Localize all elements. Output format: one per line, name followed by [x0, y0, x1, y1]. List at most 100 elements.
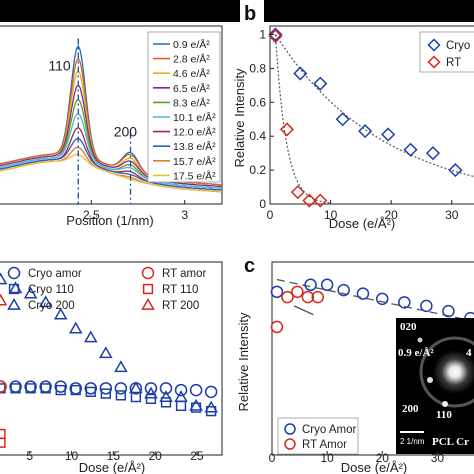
data-point-rt-amor [311, 290, 325, 304]
data-point-cryo [313, 76, 328, 91]
data-point-cryo-110 [115, 390, 127, 401]
xtick-label: 10 [320, 451, 334, 465]
legend-label-4: 6.5 e/Å² [173, 82, 210, 95]
data-point-cryo-amor [376, 292, 389, 306]
data-point-cryo [403, 142, 418, 157]
data-point-cryo-amor [337, 283, 350, 297]
panel-b-legend-box [419, 31, 474, 73]
legend-label-cryo-amor: Cryo amor [28, 268, 82, 280]
legend-label-6: 10.1 e/Å² [173, 111, 216, 124]
panel-b-xlabel: Dose (e/Å²) [329, 216, 395, 231]
data-point-cryo-110 [145, 393, 157, 405]
xtick-label: 25 [190, 449, 204, 463]
panel-c-fit-line [276, 278, 474, 322]
xtick-label: 30 [431, 451, 445, 465]
data-point-cryo [268, 27, 283, 42]
panel-b: b Cryo RT 0 10 20 30 0 0.2 0.4 0.6 0.8 1 Dose (e/Å… [232, 0, 474, 231]
panel-c-label: c [244, 255, 255, 277]
data-point-cryo-110 [10, 383, 21, 394]
xtick-label: 15 [107, 449, 121, 463]
xtick-label: 10 [324, 208, 338, 222]
ytick-label: 0.4 [249, 129, 266, 143]
legend-label-8: 13.8 e/Å² [173, 140, 216, 153]
data-point-cryo-200 [0, 272, 8, 285]
data-point-cryo [293, 66, 308, 81]
panel-c-xlabel: Dose (e/Å²) [341, 460, 407, 474]
data-point-cryo-amor [320, 278, 334, 292]
xtick-label: 5 [26, 449, 33, 463]
data-point-cryo-200 [204, 400, 218, 413]
legend-marker-cryo-200 [7, 297, 21, 310]
data-point-cryo-amor [54, 380, 67, 393]
data-point-rt-amor [291, 285, 304, 299]
xtick-label: 3 [181, 208, 188, 222]
panel-a: 110 200 0.9 e/Å² 2.8 e/Å²4.6 e/Å² 6.5 e/Å²… [0, 25, 223, 228]
spectrum-line-8 [0, 137, 223, 191]
legend-marker-cryo [427, 38, 441, 52]
panel-d: Cryo amor Cryo 110 Cryo 200 RT amor RT 110 RT… [0, 261, 223, 474]
legend-label-rt-amor: RT amor [162, 268, 206, 280]
inset-spot-200 [427, 377, 433, 383]
data-point-cryo-amor [270, 285, 284, 299]
legend-label-cryo-110: Cryo 110 [28, 284, 74, 296]
data-point-cryo-200 [174, 390, 188, 402]
legend-marker-cryo-110 [8, 283, 20, 295]
inset-spot-110 [442, 401, 448, 407]
panel-b-ylabel: Relative Intensity [232, 68, 247, 167]
inset-central-beam [433, 350, 474, 394]
panel-b-label: b [244, 3, 256, 25]
data-point-cryo [448, 163, 463, 178]
data-point-cryo-amor [99, 382, 113, 395]
fit-line-cryo [276, 278, 474, 322]
data-point-cryo [335, 112, 350, 127]
diffraction-inset: 020 0.9 e/Å² 4 200 110 2 1/nm PCL Cr [396, 318, 474, 454]
inset-label-200: 200 [402, 403, 419, 415]
data-point-cryo-110 [85, 386, 96, 397]
data-point-cryo-amor [420, 299, 433, 313]
legend-label-7: 12.0 e/Å² [173, 126, 216, 139]
data-point-cryo-amor [159, 382, 173, 395]
data-point-rt [313, 193, 328, 208]
data-point-cryo-110 [70, 384, 81, 396]
legend-label-cryo-amor: Cryo Amor [302, 424, 356, 436]
data-point-cryo-200 [38, 295, 53, 308]
legend-marker-rt [427, 55, 441, 69]
legend-label-2: 2.8 e/Å² [173, 53, 210, 66]
inset-ring [419, 336, 474, 408]
panel-a-legend: 0.9 e/Å² 2.8 e/Å²4.6 e/Å² 6.5 e/Å²8.3 e/Å²… [147, 31, 221, 183]
data-point-cryo-200 [189, 398, 203, 411]
annotation-200: 200 [114, 123, 138, 139]
data-point-cryo [425, 146, 441, 161]
xtick-label: 30 [445, 208, 459, 222]
data-point-cryo-200 [144, 386, 158, 399]
panel-b-fit-curves [274, 34, 474, 204]
inset-spot-020 [417, 337, 423, 343]
data-point-cryo-200 [129, 381, 143, 394]
data-point-cryo-200 [23, 286, 38, 299]
xtick-label: 10 [65, 449, 79, 463]
data-point-rt [290, 185, 305, 200]
data-point-cryo-amor [174, 383, 188, 397]
panel-c-ylabel: Relative Intensity [236, 312, 251, 411]
ytick-label: 0 [259, 197, 266, 211]
legend-label-cryo-200: Cryo 200 [28, 300, 75, 312]
data-point-cryo-200 [99, 346, 113, 359]
data-point-cryo-200 [114, 360, 128, 373]
data-point-cryo [381, 127, 396, 142]
spectrum-line-10 [0, 153, 223, 193]
data-point-cryo-amor [398, 296, 411, 309]
data-point-cryo-amor [204, 385, 218, 399]
data-point-cryo-amor [304, 278, 317, 292]
inset-label-4: 4 [466, 347, 472, 359]
panel-b-points [268, 27, 463, 208]
data-point-cryo-amor [84, 382, 98, 395]
ytick-label: 0.6 [249, 95, 266, 109]
data-point-rt [302, 193, 317, 208]
legend-label-1: 0.9 e/Å² [173, 38, 210, 51]
data-point-cryo-110 [40, 383, 51, 394]
data-point-cryo-200 [53, 307, 68, 320]
xtick-label: 20 [376, 451, 390, 465]
panel-a-marker-lines [77, 38, 132, 204]
panel-a-curves [0, 44, 223, 193]
data-point-cryo-amor [442, 304, 455, 318]
